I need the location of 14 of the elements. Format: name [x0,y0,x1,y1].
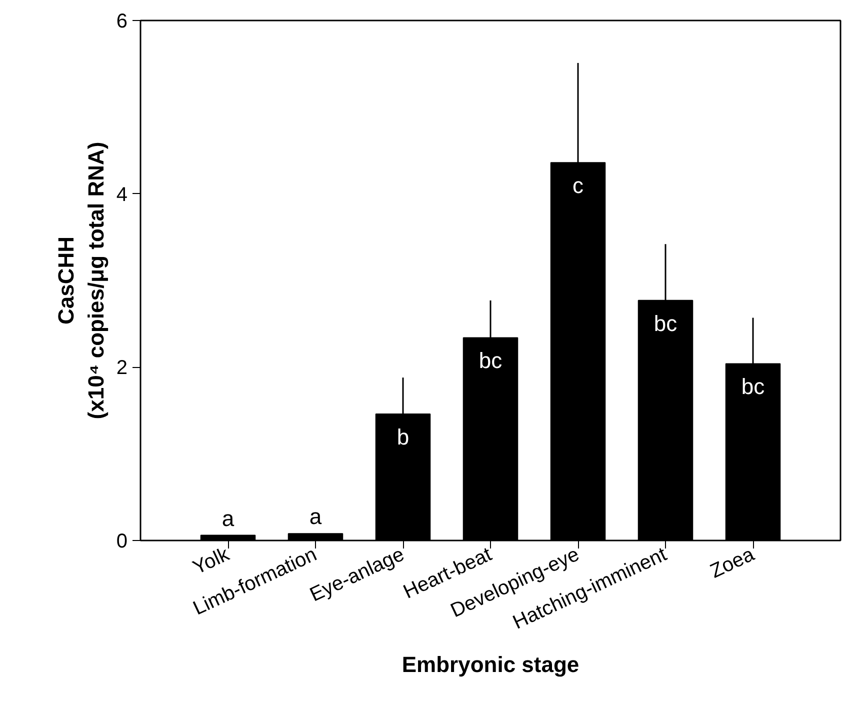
y-tick-label: 4 [116,184,128,206]
annotation: a [222,506,235,531]
y-tick-label: 0 [116,530,128,552]
annotation: c [572,173,584,198]
annotation: bc [741,374,765,400]
x-tick-label: Zoea [707,543,758,583]
y-tick-label: 6 [116,10,128,32]
annotation: bc [478,348,502,374]
y-axis-title: CasCHH (x10⁴ copies/μg total RNA) [53,142,108,420]
annotation: bc [654,310,678,336]
annotation: b [396,424,410,450]
annotation: a [309,504,322,530]
y-tick-label: 2 [116,357,128,380]
x-axis-title: Embryonic stage [402,652,580,677]
